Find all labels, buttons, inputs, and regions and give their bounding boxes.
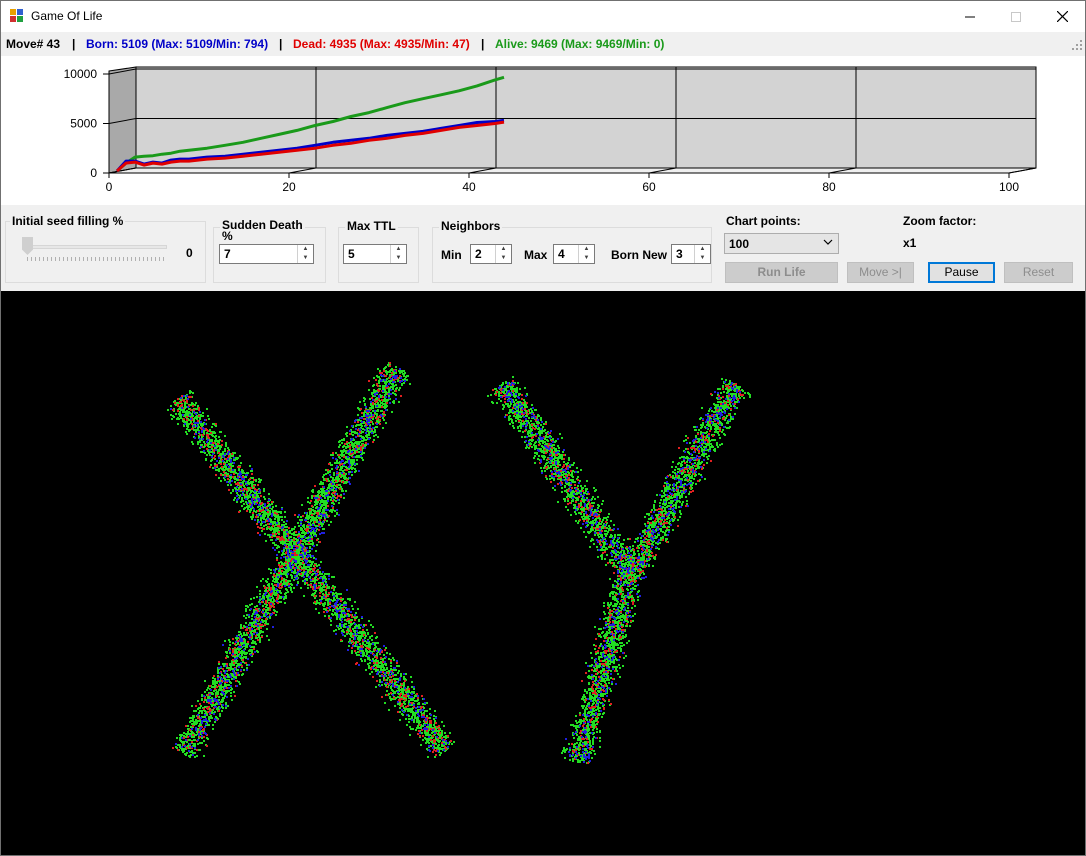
seed-group	[5, 221, 206, 283]
down-arrow-icon[interactable]: ▼	[395, 255, 402, 261]
status-bar: Move# 43 | Born: 5109 (Max: 5109/Min: 79…	[1, 32, 1085, 56]
run-life-button[interactable]: Run Life	[725, 262, 838, 283]
chevron-down-icon	[823, 237, 833, 250]
zoom-label: Zoom factor:	[903, 214, 977, 228]
max-ttl-stepper[interactable]: 5 ▲ ▼	[343, 244, 407, 264]
up-arrow-icon[interactable]: ▲	[699, 246, 706, 252]
sudden-death-value: 7	[224, 247, 231, 261]
seed-slider-track[interactable]	[27, 245, 167, 249]
controls-panel: Initial seed filling % 0 Sudden Death % …	[1, 205, 1085, 291]
chart-svg: 0 5000 10000 0 20 40 60 80 100	[64, 66, 1037, 194]
seed-slider-ticks	[27, 257, 167, 261]
up-arrow-icon[interactable]: ▲	[583, 246, 590, 252]
window-title: Game Of Life	[31, 9, 103, 23]
reset-button[interactable]: Reset	[1004, 262, 1073, 283]
neighbors-born-label: Born New	[611, 248, 668, 262]
statistics-chart: 0 5000 10000 0 20 40 60 80 100	[1, 56, 1085, 205]
sudden-death-title: Sudden Death %	[220, 218, 305, 243]
neighbors-max-value: 4	[558, 247, 565, 261]
title-bar: Game Of Life	[1, 1, 1085, 32]
seed-value: 0	[186, 246, 193, 260]
gridline-y-depth	[108, 68, 137, 75]
gridline-x-depth	[288, 167, 317, 174]
zoom-value: x1	[903, 236, 917, 250]
down-arrow-icon[interactable]: ▼	[699, 255, 706, 261]
maximize-icon	[1011, 11, 1021, 22]
neighbors-min-value: 2	[475, 247, 482, 261]
neighbors-born-value: 3	[676, 247, 683, 261]
x-tick-label: 80	[822, 180, 836, 194]
sudden-death-stepper[interactable]: 7 ▲ ▼	[219, 244, 314, 264]
max-ttl-title: Max TTL	[345, 219, 398, 233]
gridline-x-depth	[1008, 167, 1037, 174]
x-tick-label: 40	[462, 180, 476, 194]
separator: |	[279, 37, 283, 51]
maximize-button	[993, 1, 1039, 32]
minimize-icon	[965, 16, 975, 17]
neighbors-max-label: Max	[524, 248, 548, 262]
chart-points-select[interactable]: 100	[724, 233, 839, 254]
x-tick-label: 100	[999, 180, 1019, 194]
up-arrow-icon[interactable]: ▲	[500, 246, 507, 252]
up-arrow-icon[interactable]: ▲	[302, 246, 309, 252]
pause-button[interactable]: Pause	[928, 262, 995, 283]
seed-title: Initial seed filling %	[10, 214, 126, 228]
alive-stat: Alive: 9469 (Max: 9469/Min: 0)	[495, 37, 665, 51]
x-tick-label: 0	[106, 180, 113, 194]
resize-grip-icon	[1072, 40, 1082, 50]
born-stat: Born: 5109 (Max: 5109/Min: 794)	[86, 37, 269, 51]
neighbors-min-label: Min	[441, 248, 462, 262]
series-line-2	[116, 120, 505, 173]
neighbors-title: Neighbors	[439, 219, 503, 233]
seed-slider-thumb[interactable]	[22, 237, 33, 255]
move-step-button[interactable]: Move >|	[847, 262, 914, 283]
move-counter: Move# 43	[6, 37, 61, 51]
neighbors-group	[432, 227, 712, 283]
minimize-button[interactable]	[947, 1, 993, 32]
living-cells	[167, 362, 751, 764]
chart-points-value: 100	[729, 237, 750, 251]
chart-points-label: Chart points:	[726, 214, 801, 228]
gridline-y-depth	[108, 118, 137, 124]
gridline-y-depth	[108, 167, 137, 174]
close-button[interactable]	[1039, 1, 1085, 32]
y-tick-label: 0	[90, 166, 97, 180]
dead-stat: Dead: 4935 (Max: 4935/Min: 47)	[293, 37, 470, 51]
cell-group	[170, 368, 741, 763]
y-tick-label: 5000	[70, 117, 97, 131]
game-board[interactable]	[1, 291, 1085, 855]
neighbors-born-stepper[interactable]: 3 ▲ ▼	[671, 244, 711, 264]
y-tick-label: 10000	[64, 67, 98, 81]
x-tick-label: 20	[282, 180, 296, 194]
cell-group	[167, 362, 751, 764]
down-arrow-icon[interactable]: ▼	[500, 255, 507, 261]
chart-left-wall	[108, 66, 137, 174]
x-tick-label: 60	[642, 180, 656, 194]
neighbors-max-stepper[interactable]: 4 ▲ ▼	[553, 244, 595, 264]
neighbors-min-stepper[interactable]: 2 ▲ ▼	[470, 244, 512, 264]
series-line-0	[116, 75, 505, 173]
gridline-x-depth	[828, 167, 857, 174]
down-arrow-icon[interactable]: ▼	[583, 255, 590, 261]
separator: |	[481, 37, 485, 51]
cell-group	[172, 362, 744, 764]
max-ttl-value: 5	[348, 247, 355, 261]
gridline-x-depth	[648, 167, 677, 174]
app-icon	[10, 9, 24, 23]
board-svg	[167, 362, 751, 764]
up-arrow-icon[interactable]: ▲	[395, 246, 402, 252]
chart-floor	[108, 167, 1037, 174]
separator: |	[72, 37, 76, 51]
close-icon	[1056, 11, 1068, 22]
gridline-x-depth	[468, 167, 497, 174]
down-arrow-icon[interactable]: ▼	[302, 255, 309, 261]
